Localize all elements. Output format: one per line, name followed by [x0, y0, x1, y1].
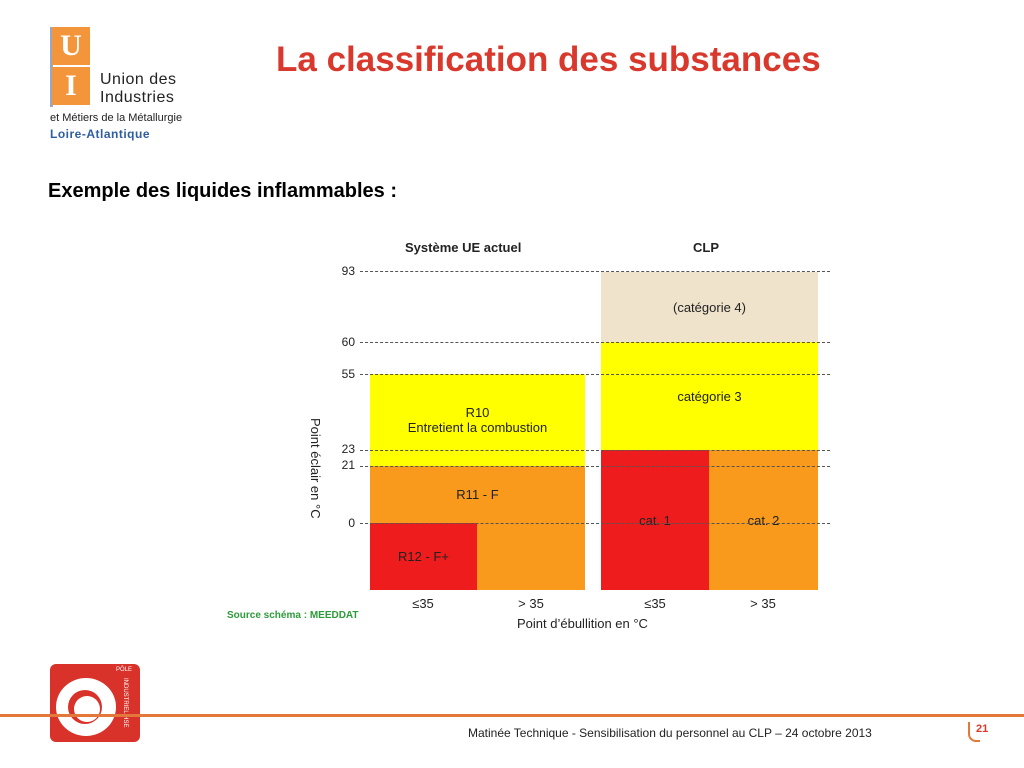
x-axis-title: Point d’ébullition en °C: [517, 616, 648, 631]
x-label-right-high: > 35: [750, 596, 776, 611]
y-axis-label: Point éclair en °C: [308, 418, 323, 519]
logo-text-line4: Loire-Atlantique: [50, 127, 150, 141]
cell-r11: R11 - F: [370, 466, 585, 523]
pole-industriel-hse-logo: PÔLE INDUSTRIEL HSE: [50, 664, 140, 742]
pole-logo-side-text: INDUSTRIEL HSE: [122, 678, 128, 728]
source-note: Source schéma : MEEDDAT: [227, 610, 359, 621]
footer-divider: [0, 714, 1024, 717]
uimm-logo: U I Union des Industries et Métiers de l…: [50, 27, 220, 147]
logo-text-line2: Industries: [100, 89, 175, 106]
slide-title: La classification des substances: [276, 40, 821, 79]
cell-r12: R12 - F+: [370, 523, 477, 590]
page-number: 21: [976, 723, 989, 735]
page-number-bracket: [968, 722, 980, 742]
x-label-right-low: ≤35: [644, 596, 666, 611]
logo-bar: [50, 27, 53, 107]
tick-60: 60: [341, 335, 355, 349]
footer-text: Matinée Technique - Sensibilisation du p…: [468, 726, 872, 740]
cell-r10-line2: Entretient la combustion: [407, 420, 548, 435]
logo-text-line3: et Métiers de la Métallurgie: [50, 112, 183, 124]
logo-letter-i: I: [52, 67, 90, 105]
header-clp: CLP: [693, 240, 719, 255]
header-eu-system: Système UE actuel: [405, 240, 522, 255]
logo-letter-u: U: [52, 27, 90, 65]
cell-r10: R10 Entretient la combustion: [370, 374, 585, 466]
tick-0: 0: [348, 516, 355, 530]
dashline-0: [360, 523, 830, 524]
slide-subtitle: Exemple des liquides inflammables :: [48, 180, 398, 202]
tick-23: 23: [341, 442, 355, 456]
cell-cat4: (catégorie 4): [601, 272, 818, 342]
pole-logo-inner: [74, 696, 100, 722]
tick-55: 55: [341, 367, 355, 381]
dashline-23: [360, 450, 830, 451]
tick-21: 21: [341, 458, 355, 472]
logo-text-line1: Union des: [100, 71, 177, 88]
dashline-60: [360, 342, 830, 343]
x-label-left-high: > 35: [518, 596, 544, 611]
dashline-93: [360, 271, 830, 272]
cell-r10-line1: R10: [465, 405, 490, 420]
tick-93: 93: [341, 264, 355, 278]
cell-cat2: cat. 2: [709, 450, 818, 590]
dashline-55: [360, 374, 830, 375]
cell-cat3: catégorie 3: [601, 342, 818, 450]
x-label-left-low: ≤35: [412, 596, 434, 611]
cell-cat1: cat. 1: [601, 450, 709, 590]
flammable-classification-diagram: Système UE actuel CLP R10 Entretient la …: [215, 230, 845, 640]
cell-r11-high-boiling: [477, 523, 585, 590]
pole-logo-top-text: PÔLE: [116, 667, 133, 673]
dashline-21: [360, 466, 830, 467]
